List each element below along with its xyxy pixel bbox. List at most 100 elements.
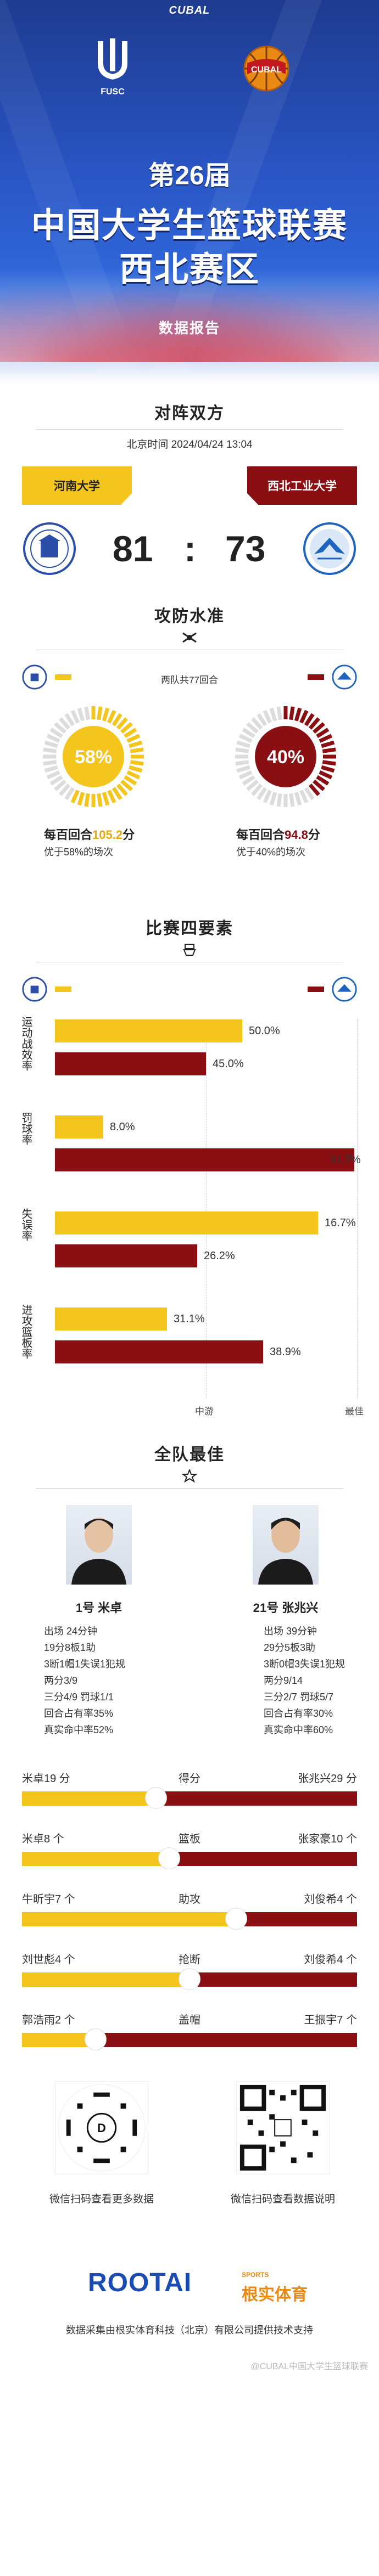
player-stat-line: 出场 24分钟 <box>44 1626 98 1637</box>
basketball-marker-icon <box>225 1908 247 1930</box>
gauge-tick <box>299 709 309 724</box>
away-factor-bar <box>55 1340 263 1363</box>
player-stat-line: 回合占有率35% <box>44 1708 114 1719</box>
home-legend-swatch <box>55 987 71 992</box>
gauge-tick <box>316 728 330 739</box>
home-better-than: 优于58%的场次 <box>44 847 114 858</box>
qr-code-icon[interactable] <box>236 2081 330 2174</box>
away-player-photo <box>253 1505 319 1585</box>
gauge-tick <box>130 747 144 753</box>
star-icon <box>181 1469 198 1483</box>
away-share-bar <box>236 1912 357 1926</box>
home-factor-bar <box>55 1019 242 1042</box>
gauge-tick <box>102 707 110 721</box>
away-score: 73 <box>225 528 266 569</box>
home-player-photo <box>66 1505 132 1585</box>
gauge-tick <box>238 770 253 780</box>
player-stat-line: 3断0帽3失误1犯规 <box>264 1659 345 1670</box>
leader-category: 篮板 <box>179 1833 200 1845</box>
player-stat-line: 真实命中率52% <box>44 1724 114 1735</box>
home-factor-value: 50.0% <box>249 1025 280 1037</box>
gauge-tick <box>321 765 335 773</box>
player-stat-line: 出场 39分钟 <box>264 1626 317 1637</box>
gauge-tick <box>276 793 282 807</box>
gauge-tick <box>49 728 63 739</box>
gauge-tick <box>70 790 80 804</box>
edition-label: 第26届 <box>148 161 231 190</box>
report-page: CUBAL FUSC CUBAL 第26届 中国大学生篮球联赛 西北赛区 数据报… <box>0 0 379 2371</box>
gauge-tick <box>246 779 259 791</box>
gauge-tick <box>129 765 143 773</box>
away-factor-value: 38.9% <box>270 1346 301 1358</box>
leader-compare-row: 郭浩雨2 个 盖帽 王振宇7 个 <box>0 2004 379 2065</box>
leader-bar <box>22 1912 357 1926</box>
divider <box>36 1488 343 1489</box>
away-leader: 张兆兴29 分 <box>298 1773 357 1785</box>
away-leader: 张家豪10 个 <box>298 1833 357 1845</box>
gauge-tick <box>116 717 128 730</box>
player-stat-line: 三分4/9 罚球1/1 <box>44 1692 114 1703</box>
gauge-tick <box>126 734 141 743</box>
home-factor-bar <box>55 1307 167 1331</box>
home-crest-small-icon <box>22 664 47 690</box>
brand-cn-label: 根实体育 <box>242 2286 308 2304</box>
basketball-icon: CUBAL <box>243 46 289 92</box>
hoop-icon <box>183 944 196 956</box>
qr-caption-more-data: 微信扫码查看更多数据 <box>49 2194 154 2205</box>
gauge-tick <box>236 765 250 773</box>
away-legend-swatch <box>308 674 324 680</box>
gauge-tick <box>322 747 336 753</box>
home-player-stats: 出场 24分钟 19分8板1助 3断1帽1失误1犯规 两分3/9 三分4/9 罚球1/1… <box>44 1623 170 1738</box>
gauge-tick <box>269 792 277 806</box>
home-legend-swatch <box>55 674 71 680</box>
away-legend-swatch <box>308 987 324 992</box>
crossed-swords-icon <box>182 632 197 643</box>
gauge-tick <box>316 775 330 786</box>
gauge-tick <box>77 792 85 806</box>
weibo-watermark: @CUBAL中国大学生篮球联赛 <box>250 2362 368 2371</box>
divider <box>36 429 343 430</box>
leader-category: 得分 <box>179 1773 200 1785</box>
basketball-marker-icon <box>85 2028 107 2050</box>
team-leaders: 米卓19 分得分 张兆兴29 分米卓8 个篮板 张家豪10 个牛昕宇7 个助攻 刘俊希… <box>0 1763 379 2065</box>
player-portrait-icon <box>71 1518 126 1585</box>
home-share-bar <box>22 1912 236 1926</box>
away-factor-value: 45.0% <box>213 1058 244 1070</box>
section-title: 对阵双方 <box>154 404 225 422</box>
home-factor-value: 16.7% <box>325 1217 356 1229</box>
gauge-tick <box>102 792 110 806</box>
gauge-tick <box>251 783 263 796</box>
home-leader: 郭浩雨2 个 <box>22 2014 75 2026</box>
away-leader: 王振宇7 个 <box>304 2014 357 2026</box>
wechat-mini-program-code-icon[interactable]: D <box>55 2081 148 2174</box>
home-per100: 每百回合105.2分 <box>44 828 135 842</box>
gauge-tick <box>44 765 58 773</box>
away-percentile-text: 40% <box>267 747 304 768</box>
gauge-tick <box>321 740 335 748</box>
home-leader: 米卓19 分 <box>22 1773 70 1785</box>
gauge-tick <box>129 740 143 748</box>
home-team-name: 河南大学 <box>22 466 132 505</box>
leader-category: 抢断 <box>179 1954 200 1966</box>
gauge-tick <box>319 770 333 780</box>
factor-label: 运动战效率 <box>20 1016 32 1071</box>
factor-label: 罚球率 <box>20 1112 32 1145</box>
home-factor-value: 8.0% <box>110 1121 135 1133</box>
gauge-tick <box>235 760 249 766</box>
gauge-tick <box>242 775 255 786</box>
gauge-tick <box>77 707 85 721</box>
best-players-section: 全队最佳 1号 米卓 21号 张兆兴 <box>0 1425 379 2065</box>
gauge-tick <box>238 734 253 743</box>
home-crest-small-icon <box>22 977 47 1002</box>
svg-text:CUBAL: CUBAL <box>251 65 282 75</box>
matchup-section: 对阵双方 北京时间 2024/04/24 13:04 河南大学 西北工业大学 8… <box>0 384 379 587</box>
away-leader: 刘俊希4 个 <box>304 1893 357 1906</box>
gauge-tick <box>124 775 137 786</box>
gauge-tick <box>130 760 144 766</box>
away-percentile-gauge: 40% <box>235 706 336 807</box>
svg-text:D: D <box>97 2121 106 2135</box>
leader-bar <box>22 1972 357 1987</box>
player-stat-line: 3断1帽1失误1犯规 <box>44 1659 126 1670</box>
gauge-tick <box>242 728 255 739</box>
gauge-tick <box>112 787 122 801</box>
